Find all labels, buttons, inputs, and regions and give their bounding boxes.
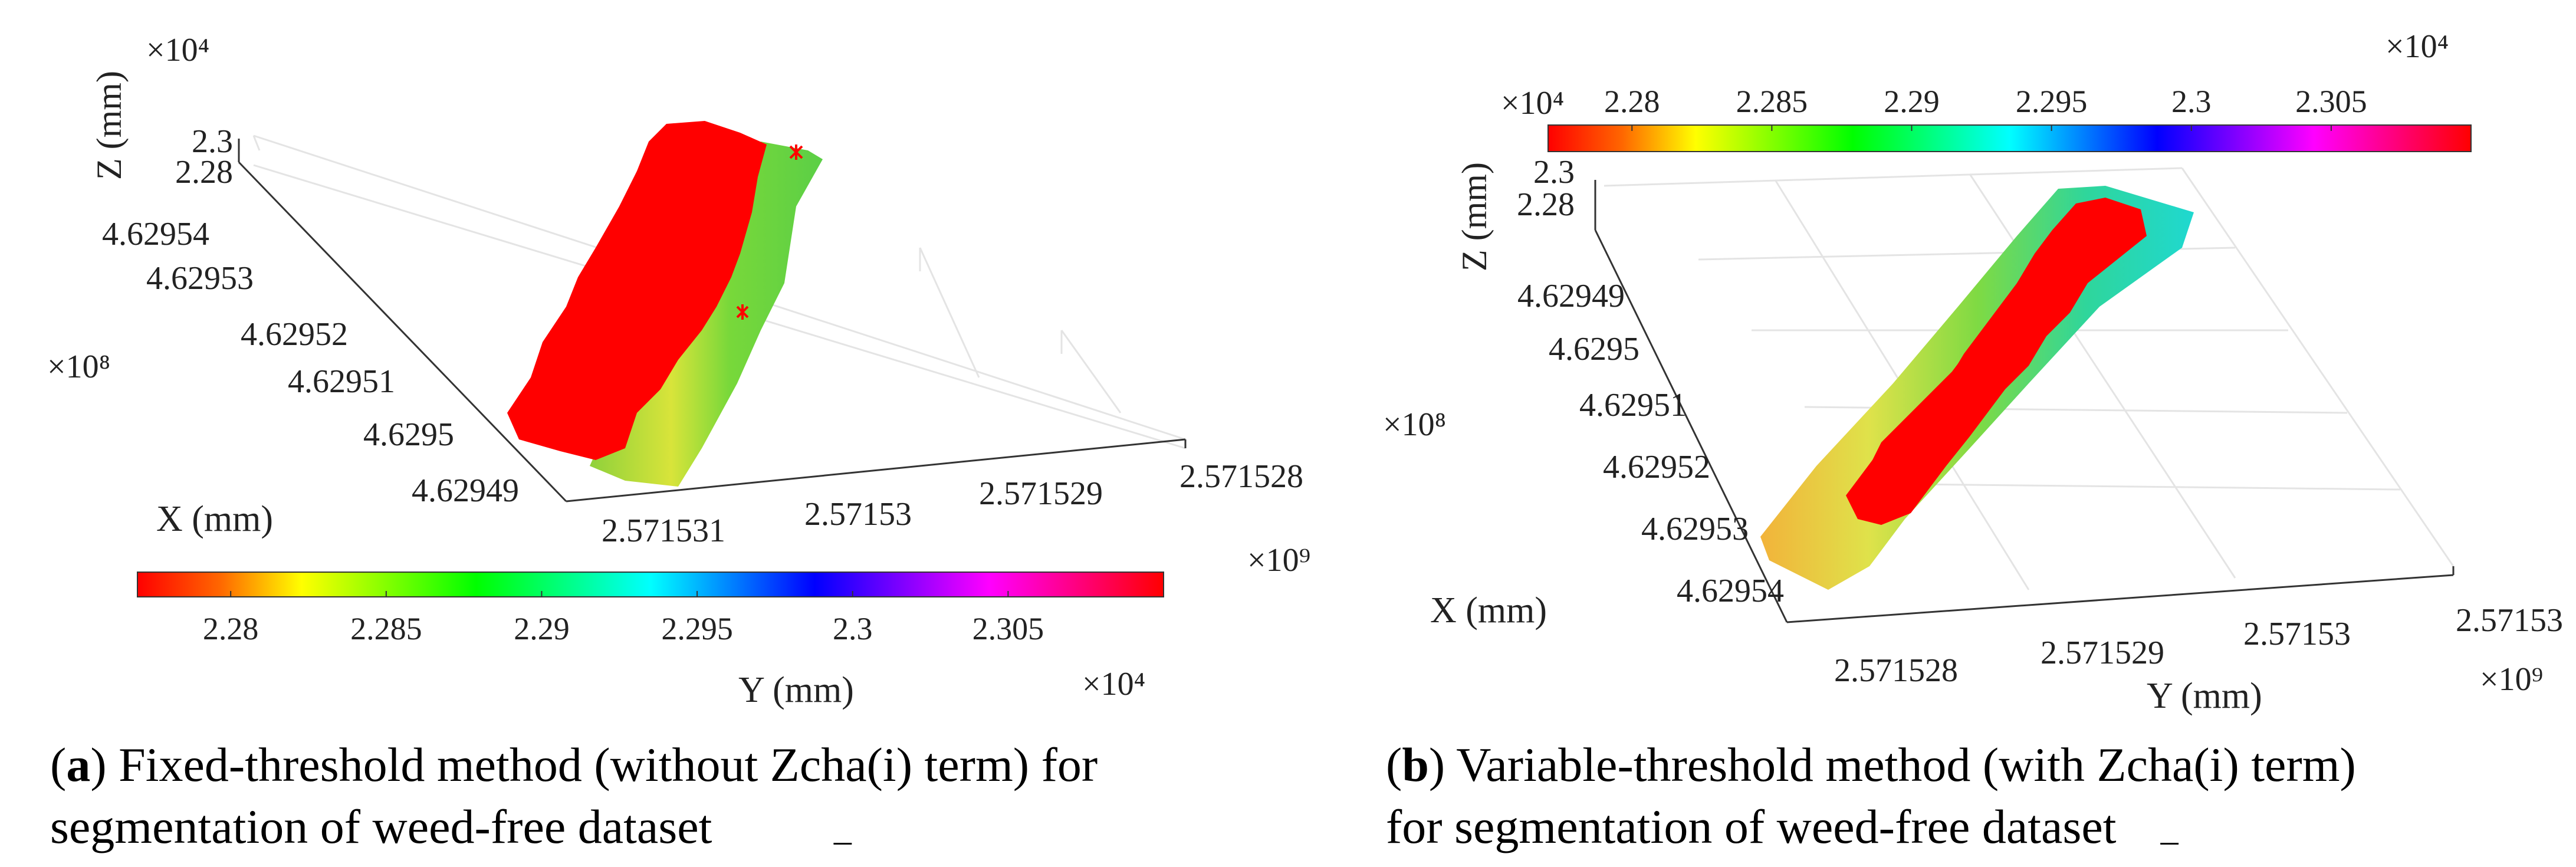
panel-b-point-cloud [1760, 186, 2194, 590]
panel-b-caption-text-1: Variable-threshold method (with Z [1445, 738, 2127, 792]
colorbar-tick-label: 2.285 [1736, 84, 1808, 119]
panel-a-segmented-points [507, 121, 767, 460]
panel-a-colorbar-exponent: ×10⁴ [1082, 666, 1145, 702]
panel-b-x-tick: 4.62949 [1517, 278, 1625, 314]
panel-a-z-tick: 2.3 [192, 123, 233, 160]
panel-a-caption-label: a [66, 738, 91, 792]
colorbar-tick-label: 2.295 [2016, 84, 2088, 119]
colorbar-tick-label: 2.28 [203, 611, 259, 646]
panel-b-x-tick: 4.62952 [1603, 449, 1710, 485]
panel-a-y-tick: 2.571528 [1179, 458, 1303, 495]
panel-b-y-tick: 2.571529 [2041, 635, 2164, 671]
panel-a-x-tick: 4.62951 [288, 363, 395, 400]
panel-a-y-exponent: ×10⁹ [1247, 542, 1310, 579]
panel-a-caption-close: ) [90, 738, 107, 792]
panel-a-caption-text-3: segmentation of weed-free dataset [50, 799, 712, 853]
panel-b-chart: 2.28 2.285 2.29 2.295 2.3 2.305 ×10⁴ ×10⁴ [1383, 28, 2563, 716]
panel-a-y-ticks: 2.571531 2.57153 2.571529 2.571528 [602, 458, 1303, 549]
panel-b-caption: (b) Variable-threshold method (with Z _ ch… [1386, 738, 2356, 853]
panel-b-y-tick: 2.571528 [1834, 652, 1958, 689]
panel-a-caption-text-2: cha(i) term) for [799, 738, 1098, 792]
panel-a-colorbar-gradient [137, 572, 1164, 597]
panel-a-caption-text-1: Fixed-threshold method (without Z [106, 738, 800, 792]
panel-b-z-label: Z (mm) [1455, 162, 1494, 271]
panel-a-caption-open: ( [50, 738, 67, 792]
panel-b-x-tick: 4.62953 [1641, 511, 1749, 547]
panel-b-x-ticks: 4.62949 4.6295 4.62951 4.62952 4.62953 4… [1517, 278, 1784, 609]
colorbar-tick-label: 2.29 [514, 611, 570, 646]
panel-a-colorbar: 2.28 2.285 2.29 2.295 2.3 2.305 Y (mm) ×10⁴ [137, 572, 1164, 710]
panel-a-z-tick: 2.28 [175, 154, 233, 191]
panel-b-x-exponent: ×10⁸ [1383, 406, 1446, 443]
panel-a-z-ticks: 2.3 2.28 [175, 123, 233, 191]
panel-a-x-tick: 4.62953 [146, 260, 254, 297]
panel-a-chart: 2.3 2.28 4.62954 4.62953 4.62952 4.62951… [47, 32, 1310, 710]
panel-a-colorbar-label: Y (mm) [738, 670, 854, 710]
panel-b-axes-lines [1594, 180, 2455, 623]
panel-b-caption-open: ( [1386, 738, 1402, 792]
colorbar-tick-label: 2.295 [661, 611, 733, 646]
panel-b-colorbar-exponent-left: ×10⁴ [1501, 85, 1564, 121]
panel-b-caption-text-2: cha(i) term) [2126, 738, 2356, 792]
panel-b-caption-label: b [1402, 738, 1429, 792]
panel-b-x-tick: 4.6295 [1549, 331, 1639, 367]
panel-b-z-tick: 2.3 [1533, 154, 1575, 191]
panel-a-x-exponent: ×10⁸ [47, 349, 110, 385]
panel-a-caption: (a) Fixed-threshold method (without Z _ ch… [50, 738, 1098, 853]
panel-a-colorbar-ticks: 2.28 2.285 2.29 2.295 2.3 2.305 [203, 591, 1044, 646]
colorbar-tick-label: 2.29 [1884, 84, 1940, 119]
panel-b-colorbar-exponent-right: ×10⁴ [2386, 28, 2449, 65]
panel-a-z-exponent: ×10⁴ [146, 32, 209, 68]
panel-b-caption-close: ) [1428, 738, 1445, 792]
panel-b-colorbar: 2.28 2.285 2.29 2.295 2.3 2.305 ×10⁴ ×10⁴ [1501, 28, 2472, 152]
panel-b-y-tick: 2.57153 [2456, 602, 2563, 639]
panel-b-colorbar-ticks: 2.28 2.285 2.29 2.295 2.3 2.305 [1604, 84, 2367, 131]
panel-b-z-tick: 2.28 [1517, 186, 1575, 223]
panel-b-colorbar-gradient [1547, 124, 2472, 152]
colorbar-tick-label: 2.305 [972, 611, 1044, 646]
panel-a-x-tick: 4.62952 [241, 316, 348, 353]
panel-a-x-ticks: 4.62954 4.62953 4.62952 4.62951 4.6295 4… [102, 216, 519, 509]
panel-b-y-exponent: ×10⁹ [2480, 661, 2543, 698]
panel-b-y-label: Y (mm) [2147, 676, 2262, 716]
colorbar-tick-label: 2.3 [2171, 84, 2212, 119]
panel-a-x-tick: 4.62954 [102, 216, 209, 252]
panel-b-y-ticks: 2.571528 2.571529 2.57153 2.57153 [1834, 602, 2563, 689]
panel-b-x-tick: 4.62951 [1579, 387, 1687, 423]
colorbar-tick-label: 2.3 [833, 611, 873, 646]
colorbar-tick-label: 2.28 [1604, 84, 1660, 119]
panel-a-y-tick: 2.571529 [979, 475, 1103, 512]
panel-a-axes-lines [238, 139, 1187, 503]
colorbar-tick-label: 2.305 [2295, 84, 2367, 119]
panel-b-segmented-points-branch [1869, 330, 2011, 472]
panel-b-x-tick: 4.62954 [1677, 573, 1784, 609]
panel-a-outlier-markers [736, 144, 803, 320]
panel-a-x-label: X (mm) [156, 499, 273, 539]
panel-a-x-tick: 4.6295 [363, 416, 454, 453]
panel-a-point-cloud [507, 121, 823, 487]
panel-a-y-tick: 2.571531 [602, 513, 725, 549]
panel-a-x-tick: 4.62949 [412, 472, 519, 509]
colorbar-tick-label: 2.285 [350, 611, 422, 646]
panel-a-z-label: Z (mm) [90, 71, 129, 180]
panel-b-caption-text-3: for segmentation of weed-free dataset [1386, 799, 2117, 853]
panel-b-y-tick: 2.57153 [2243, 616, 2351, 652]
panel-a-y-tick: 2.57153 [804, 496, 912, 533]
panel-b-x-label: X (mm) [1430, 590, 1547, 630]
panel-b-z-ticks: 2.3 2.28 [1517, 154, 1575, 223]
